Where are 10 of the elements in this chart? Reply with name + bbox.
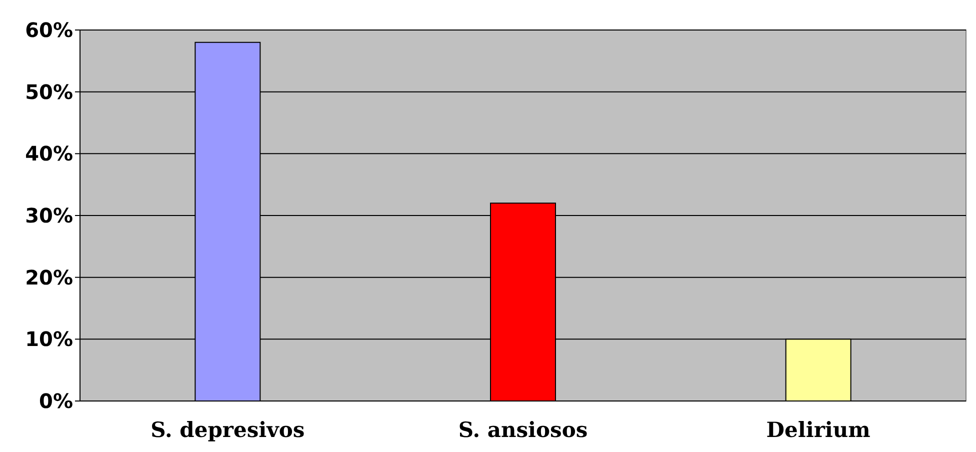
- y-tick-label: 0%: [39, 389, 73, 413]
- x-tick-label: Delirium: [766, 417, 870, 442]
- y-tick-label: 40%: [25, 142, 73, 166]
- y-tick-label: 50%: [25, 80, 73, 104]
- x-tick-label: S. ansiosos: [458, 417, 588, 442]
- y-tick-label: 60%: [25, 18, 73, 42]
- y-tick-label: 10%: [25, 327, 73, 352]
- x-tick-label: S. depresivos: [150, 417, 305, 442]
- y-tick-label: 20%: [25, 265, 73, 290]
- y-tick-label: 30%: [25, 204, 73, 228]
